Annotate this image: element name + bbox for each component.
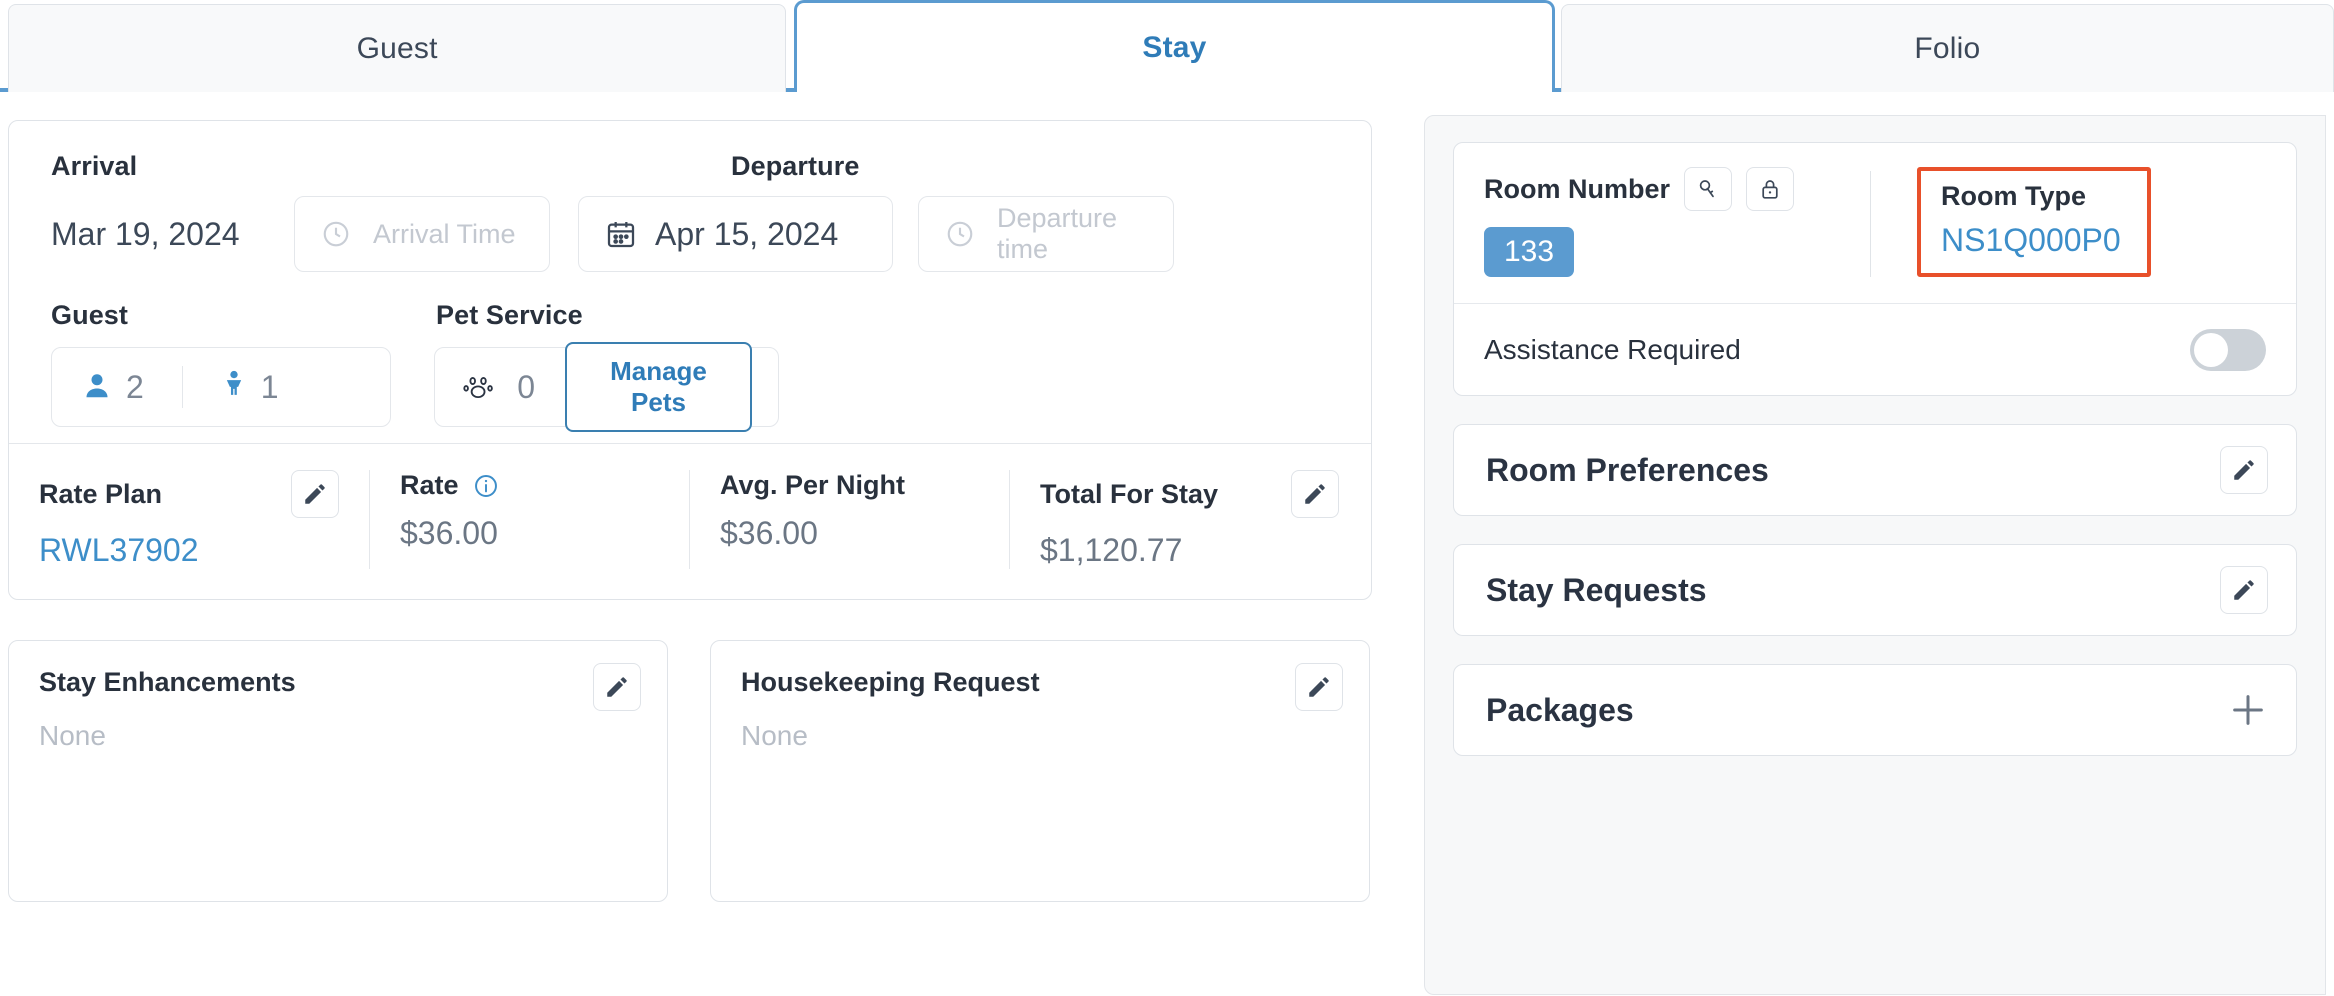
- content-area: Arrival Departure Mar 19, 2024 Arrival T…: [0, 92, 2334, 996]
- clock-icon: [945, 219, 975, 249]
- total-for-stay-cell: Total For Stay $1,120.77: [1009, 470, 1369, 569]
- dates-label-row: Arrival Departure: [51, 151, 1329, 182]
- edit-total-button[interactable]: [1291, 470, 1339, 518]
- housekeeping-request-card: Housekeeping Request None: [710, 640, 1370, 902]
- departure-date-value: Apr 15, 2024: [655, 215, 839, 252]
- avg-head: Avg. Per Night: [720, 470, 979, 501]
- pet-service-label: Pet Service: [436, 300, 583, 330]
- tab-bar: Guest Stay Folio: [0, 0, 2334, 92]
- rate-plan-head: Rate Plan: [39, 470, 339, 518]
- departure-time-placeholder: Departure time: [997, 203, 1118, 264]
- stay-requests-title: Stay Requests: [1486, 571, 1707, 608]
- rate-plan-cell: Rate Plan RWL37902: [9, 470, 369, 569]
- total-for-stay-label: Total For Stay: [1040, 478, 1219, 509]
- stay-enhancements-title: Stay Enhancements: [39, 667, 296, 697]
- edit-housekeeping-request-button[interactable]: [1295, 663, 1343, 711]
- tab-folio-label: Folio: [1914, 31, 1981, 65]
- room-type-label: Room Type: [1941, 181, 2087, 211]
- room-number-badge[interactable]: 133: [1484, 227, 1575, 277]
- rate-head: Rate: [400, 470, 659, 501]
- dates-value-row: Mar 19, 2024 Arrival Time: [51, 196, 1329, 272]
- room-number-group: Room Number: [1484, 167, 1795, 277]
- pet-count: 0: [517, 368, 535, 405]
- bottom-cards-row: Stay Enhancements None Housekeeping Requ…: [8, 640, 1372, 902]
- section-packages[interactable]: Packages: [1453, 664, 2297, 756]
- room-type-value[interactable]: NS1Q000P0: [1941, 222, 2121, 258]
- edit-stay-requests-button[interactable]: [2220, 566, 2268, 614]
- total-head: Total For Stay: [1040, 470, 1339, 518]
- edit-room-preferences-button[interactable]: [2220, 446, 2268, 494]
- clock-icon: [321, 219, 351, 249]
- stay-enhancements-card: Stay Enhancements None: [8, 640, 668, 902]
- info-icon[interactable]: [473, 473, 499, 499]
- right-panel: Room Number: [1424, 115, 2326, 995]
- divider: [1870, 171, 1872, 277]
- tab-stay[interactable]: Stay: [794, 0, 1555, 92]
- calendar-icon: [605, 218, 637, 250]
- stay-dates-section: Arrival Departure Mar 19, 2024 Arrival T…: [9, 121, 1371, 443]
- room-lock-button[interactable]: [1746, 167, 1795, 211]
- room-number-label: Room Number: [1484, 173, 1671, 204]
- assistance-required-label: Assistance Required: [1484, 333, 1741, 365]
- stay-enhancements-value: None: [39, 720, 106, 751]
- adult-count: 2: [126, 368, 144, 405]
- avg-per-night-value: $36.00: [720, 515, 818, 551]
- adult-icon: [82, 371, 112, 403]
- left-column: Arrival Departure Mar 19, 2024 Arrival T…: [8, 120, 1372, 902]
- arrival-label: Arrival: [51, 151, 138, 181]
- total-for-stay-value: $1,120.77: [1040, 532, 1183, 568]
- packages-title: Packages: [1486, 691, 1634, 728]
- tab-guest-label: Guest: [356, 31, 438, 65]
- manage-pets-button[interactable]: Manage Pets: [564, 342, 752, 432]
- rate-cell: Rate $36.00: [369, 470, 689, 569]
- child-count: 1: [260, 368, 279, 405]
- room-preferences-title: Room Preferences: [1486, 451, 1769, 488]
- rate-plan-value[interactable]: RWL37902: [39, 532, 199, 568]
- guest-label-row: Guest Pet Service: [51, 300, 1329, 331]
- guest-label: Guest: [51, 300, 129, 330]
- room-type-highlight: Room Type NS1Q000P0: [1917, 167, 2151, 277]
- room-key-button[interactable]: [1684, 167, 1733, 211]
- edit-stay-enhancements-button[interactable]: [593, 663, 641, 711]
- tab-folio[interactable]: Folio: [1560, 4, 2334, 92]
- assistance-required-row: Assistance Required: [1454, 303, 2296, 395]
- rate-value: $36.00: [400, 515, 498, 551]
- housekeeping-request-value: None: [741, 720, 808, 751]
- section-room-preferences[interactable]: Room Preferences: [1453, 424, 2297, 516]
- tab-stay-label: Stay: [1142, 30, 1207, 64]
- arrival-date[interactable]: Mar 19, 2024: [51, 215, 240, 252]
- assistance-required-toggle[interactable]: [2190, 328, 2266, 371]
- pet-service-input[interactable]: 0 Manage Pets: [434, 342, 779, 432]
- child-icon: [221, 370, 247, 404]
- rate-plan-label: Rate Plan: [39, 478, 163, 509]
- housekeeping-request-title: Housekeeping Request: [741, 667, 1040, 697]
- paw-icon: [461, 371, 495, 403]
- add-package-button[interactable]: [2228, 690, 2268, 730]
- toggle-knob: [2194, 332, 2228, 367]
- guest-count-input[interactable]: 2 1: [51, 347, 391, 427]
- arrival-time-placeholder: Arrival Time: [373, 218, 516, 249]
- rate-summary-row: Rate Plan RWL37902 Rate: [9, 443, 1371, 599]
- guest-pets-row: 2 1: [51, 342, 1329, 433]
- divider: [181, 366, 183, 408]
- stay-summary-card: Arrival Departure Mar 19, 2024 Arrival T…: [8, 120, 1372, 600]
- rate-label: Rate: [400, 470, 459, 500]
- edit-rate-plan-button[interactable]: [291, 470, 339, 518]
- departure-label: Departure: [731, 151, 860, 181]
- departure-date-input[interactable]: Apr 15, 2024: [578, 196, 893, 272]
- section-stay-requests[interactable]: Stay Requests: [1453, 544, 2297, 636]
- tab-guest[interactable]: Guest: [8, 4, 787, 92]
- room-info-card: Room Number: [1453, 142, 2297, 396]
- arrival-time-input[interactable]: Arrival Time: [294, 196, 550, 272]
- room-number-head: Room Number: [1484, 167, 1795, 211]
- departure-time-input[interactable]: Departure time: [918, 196, 1174, 272]
- avg-per-night-cell: Avg. Per Night $36.00: [689, 470, 1009, 569]
- room-number-section: Room Number: [1454, 143, 2296, 303]
- avg-per-night-label: Avg. Per Night: [720, 470, 906, 500]
